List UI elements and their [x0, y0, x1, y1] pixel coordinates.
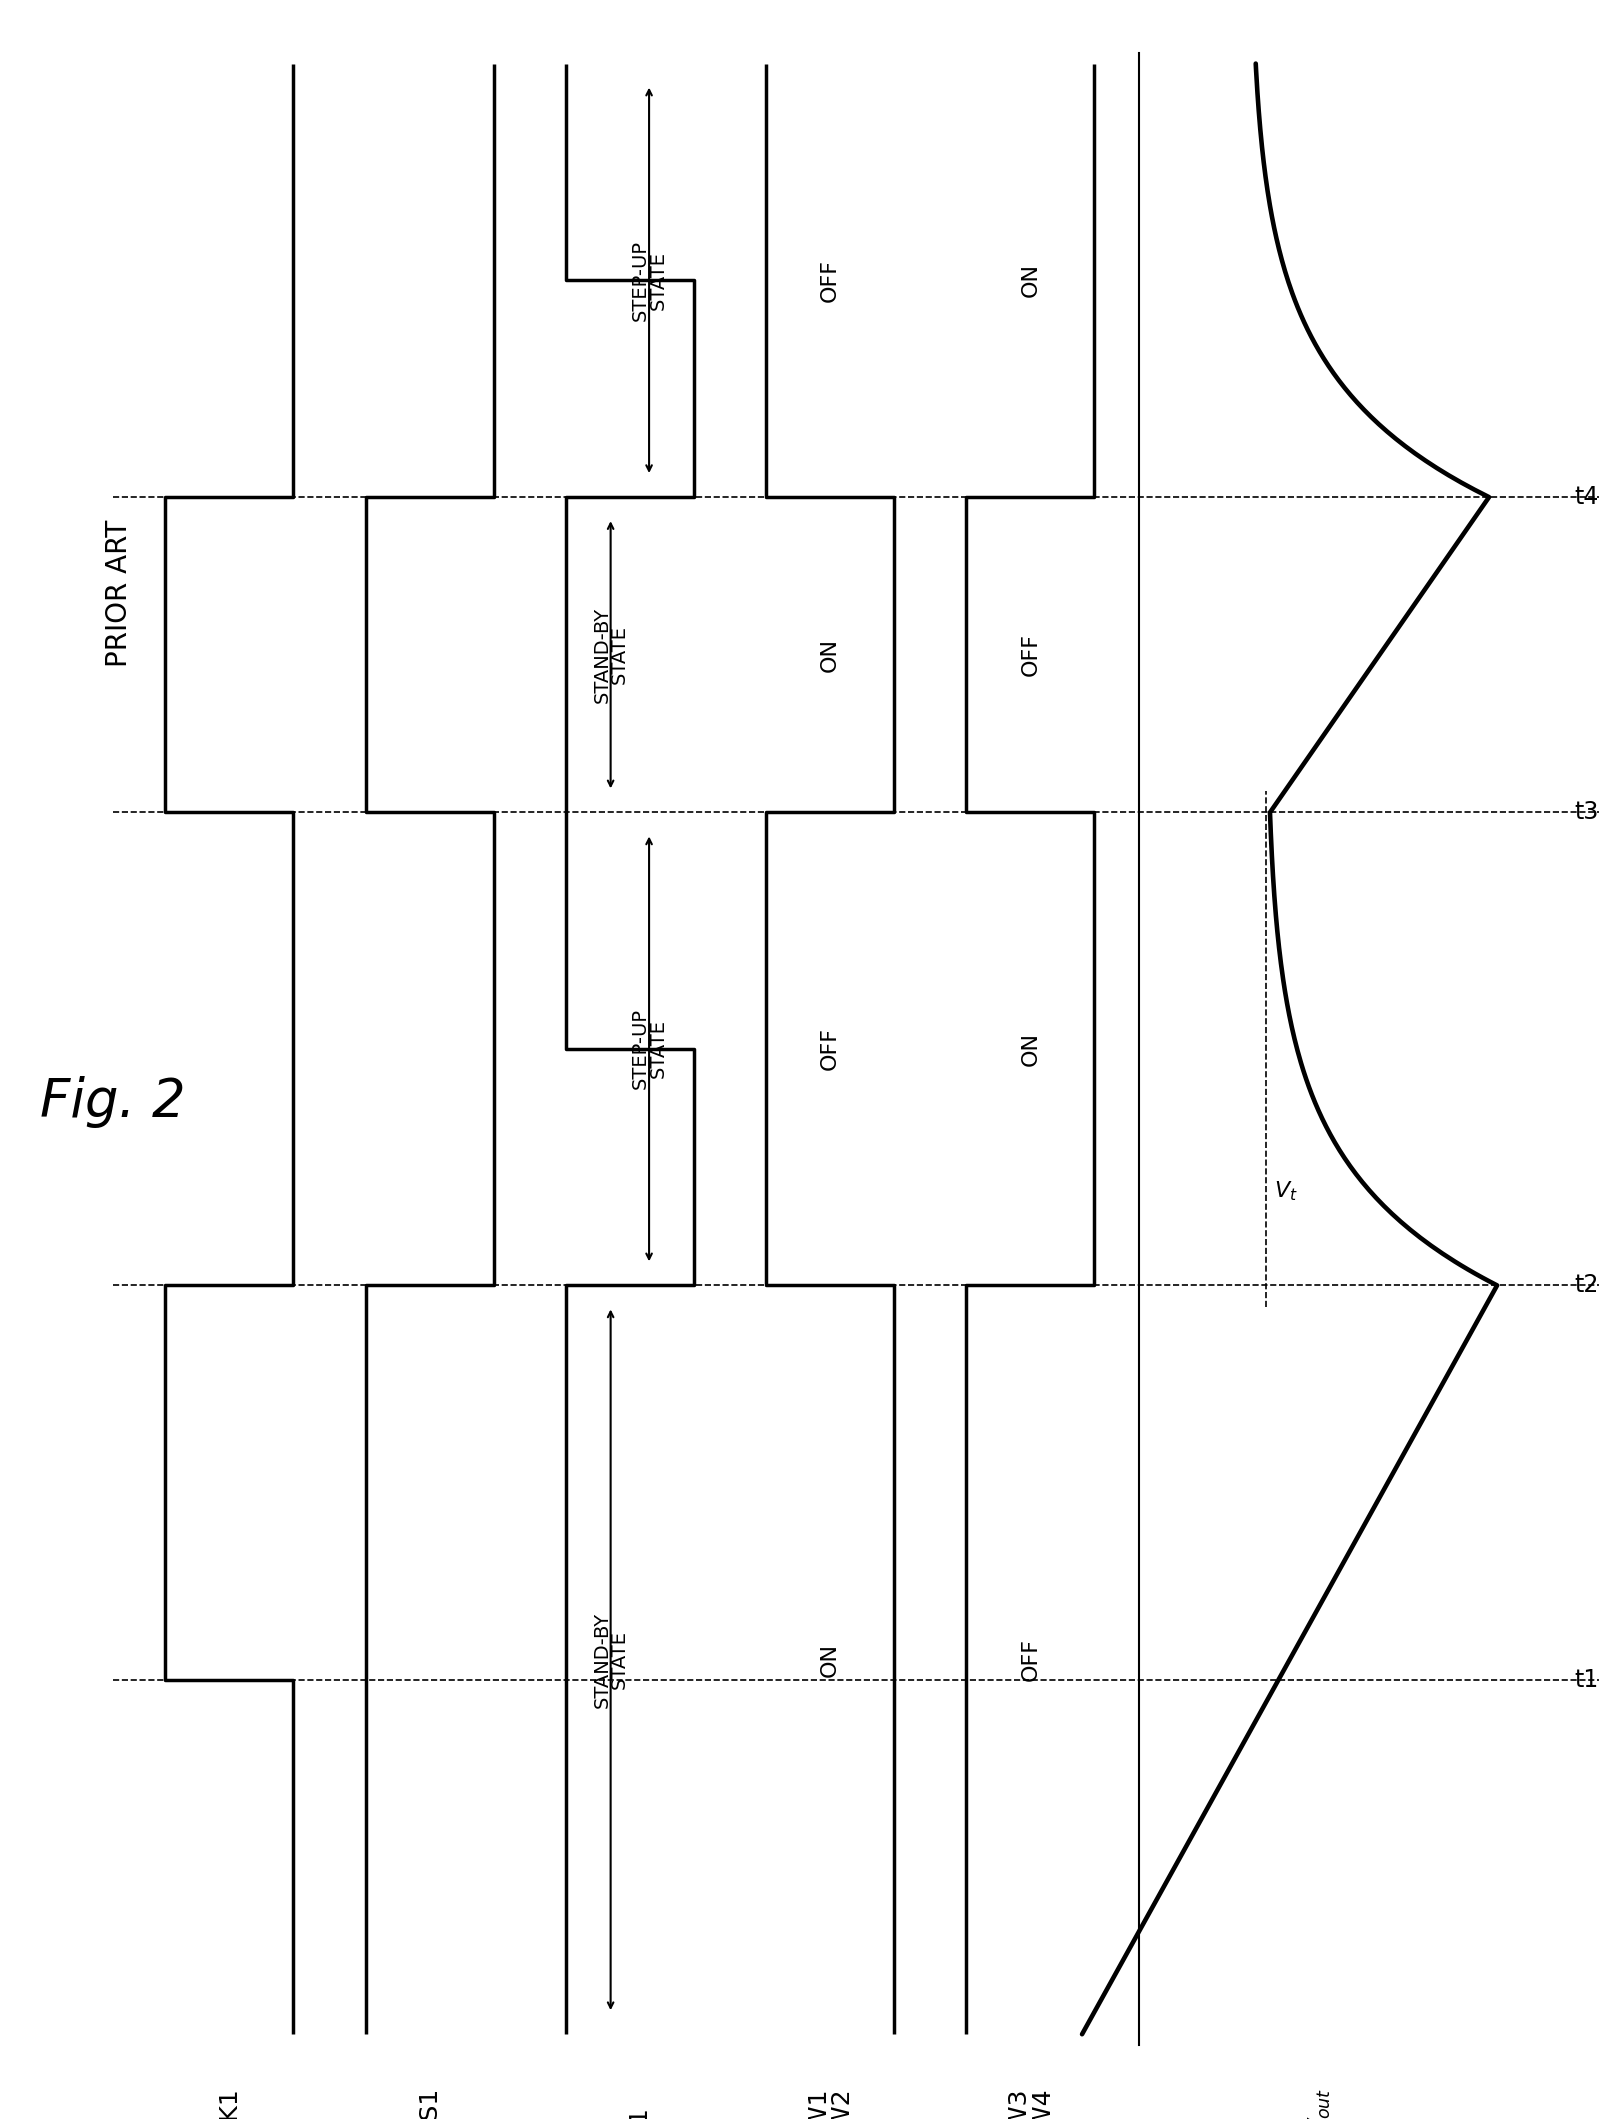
- Text: $V_t$: $V_t$: [1273, 1178, 1296, 1204]
- Text: ON: ON: [1020, 1032, 1039, 1066]
- Text: ON: ON: [820, 1642, 839, 1676]
- Text: OFF: OFF: [820, 1028, 839, 1070]
- Text: STEP-UP
STATE: STEP-UP STATE: [631, 1009, 667, 1089]
- Text: SW1
SW2: SW1 SW2: [805, 2087, 854, 2119]
- Text: Fig. 2: Fig. 2: [40, 1076, 186, 1127]
- Text: OFF: OFF: [820, 259, 839, 301]
- Text: CLK2
=CLK1$\bullet$CPS1: CLK2 =CLK1$\bullet$CPS1: [605, 2108, 654, 2119]
- Text: ON: ON: [820, 638, 839, 672]
- Text: STAND-BY
STATE: STAND-BY STATE: [592, 1613, 628, 1708]
- Text: STEP-UP
STATE: STEP-UP STATE: [631, 239, 667, 320]
- Text: $V_{out}$: $V_{out}$: [1306, 2087, 1333, 2119]
- Text: OFF: OFF: [1020, 1638, 1039, 1680]
- Text: t1: t1: [1574, 1668, 1598, 1691]
- Text: ON: ON: [1020, 263, 1039, 297]
- Text: OFF: OFF: [1020, 634, 1039, 676]
- Text: t4: t4: [1574, 485, 1598, 509]
- Text: CPS1: CPS1: [418, 2087, 441, 2119]
- Text: CLK1: CLK1: [218, 2087, 240, 2119]
- Text: t2: t2: [1574, 1274, 1598, 1297]
- Text: STAND-BY
STATE: STAND-BY STATE: [592, 606, 628, 704]
- Text: SW3
SW4: SW3 SW4: [1006, 2087, 1054, 2119]
- Text: PRIOR ART: PRIOR ART: [105, 519, 132, 667]
- Text: t3: t3: [1574, 801, 1598, 824]
